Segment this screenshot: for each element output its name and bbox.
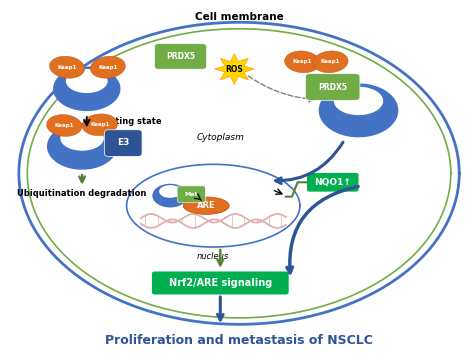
FancyBboxPatch shape [307, 173, 358, 192]
Polygon shape [284, 51, 320, 73]
Text: PRDX5: PRDX5 [318, 83, 347, 91]
Polygon shape [159, 185, 181, 198]
Polygon shape [49, 56, 85, 78]
FancyBboxPatch shape [306, 74, 360, 100]
Text: Cell membrane: Cell membrane [195, 12, 283, 22]
Polygon shape [47, 123, 117, 170]
Text: Nrf2: Nrf2 [71, 142, 93, 151]
Text: Keap1: Keap1 [292, 59, 312, 64]
Polygon shape [53, 66, 120, 111]
Polygon shape [66, 69, 108, 93]
Polygon shape [90, 56, 126, 78]
Text: Keap1: Keap1 [98, 65, 118, 70]
Text: Keap1: Keap1 [90, 122, 109, 127]
Text: Mat: Mat [184, 192, 198, 197]
Text: E3: E3 [117, 138, 129, 147]
Text: Ubiquitination degradation: Ubiquitination degradation [18, 189, 147, 198]
Text: Nrf2: Nrf2 [163, 193, 178, 198]
Text: PRDX5: PRDX5 [166, 52, 195, 61]
Text: NQO1↑: NQO1↑ [314, 178, 351, 187]
Text: ROS: ROS [226, 65, 243, 74]
FancyBboxPatch shape [155, 44, 207, 69]
Polygon shape [82, 114, 118, 136]
Text: Keap1: Keap1 [55, 123, 74, 128]
Text: Keap1: Keap1 [57, 65, 77, 70]
Text: Nrf2/ARE signaling: Nrf2/ARE signaling [169, 278, 272, 288]
Ellipse shape [183, 197, 229, 214]
FancyBboxPatch shape [177, 186, 205, 203]
Polygon shape [152, 184, 188, 208]
FancyBboxPatch shape [152, 271, 289, 295]
Text: Cytoplasm: Cytoplasm [196, 133, 244, 142]
Polygon shape [46, 114, 82, 136]
Polygon shape [60, 126, 104, 151]
Polygon shape [215, 54, 254, 84]
Text: Nrf2: Nrf2 [75, 84, 98, 93]
Text: Nrf2: Nrf2 [347, 106, 370, 115]
Polygon shape [319, 83, 398, 137]
Polygon shape [313, 51, 348, 73]
Text: Keap1: Keap1 [321, 59, 340, 64]
Text: ARE: ARE [197, 201, 216, 210]
Text: Proliferation and metastasis of NSCLC: Proliferation and metastasis of NSCLC [105, 334, 373, 347]
Text: Resting state: Resting state [99, 117, 162, 126]
Text: nucleus: nucleus [197, 252, 229, 261]
Polygon shape [334, 87, 383, 115]
FancyBboxPatch shape [105, 130, 142, 156]
